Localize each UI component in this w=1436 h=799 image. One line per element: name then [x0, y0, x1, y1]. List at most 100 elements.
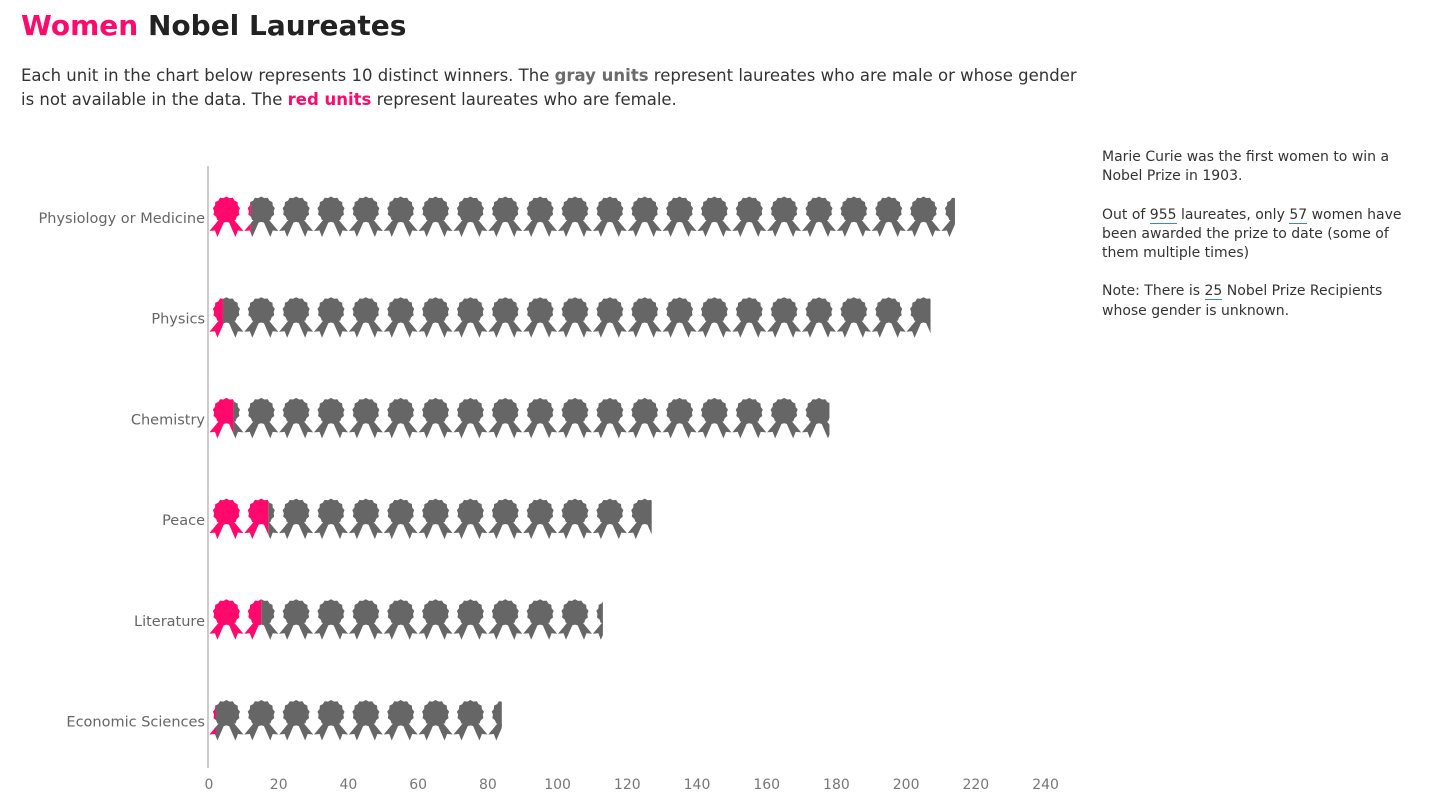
other-units	[261, 599, 603, 640]
award-ribbon-icon	[732, 397, 767, 439]
x-axis: 0 20 40 60 80 100 120 140 160 180 200 220 240	[205, 777, 1059, 793]
award-ribbon-icon	[418, 599, 453, 640]
title-accent: Women	[21, 9, 139, 42]
award-ribbon-icon	[453, 397, 488, 439]
award-ribbon-icon	[662, 196, 697, 237]
award-ribbon-icon	[592, 397, 627, 439]
award-ribbon-icon	[557, 498, 592, 540]
chart-row: Peace	[162, 498, 652, 540]
award-ribbon-icon	[488, 700, 522, 741]
total-laureates-value[interactable]: 955	[1149, 206, 1177, 224]
award-ribbon-icon	[383, 397, 418, 439]
award-ribbon-icon	[453, 498, 488, 540]
note-totals: Out of 955 laureates, only 57 women have…	[1102, 206, 1422, 264]
award-ribbon-icon	[697, 196, 732, 237]
chart-row: Chemistry	[131, 397, 830, 439]
award-ribbon-icon	[592, 599, 603, 640]
award-ribbon-icon	[767, 397, 802, 439]
award-ribbon-icon	[383, 297, 418, 338]
note-unknown-gender: Note: There is 25 Nobel Prize Recipients…	[1102, 282, 1422, 321]
award-ribbon-icon	[523, 297, 558, 338]
award-ribbon-icon	[801, 397, 830, 439]
award-ribbon-icon	[313, 196, 348, 237]
award-ribbon-icon	[209, 498, 244, 540]
chart-row: Literature	[134, 599, 627, 640]
award-ribbon-icon	[906, 297, 931, 338]
unknown-gender-value[interactable]: 25	[1204, 283, 1223, 301]
award-ribbon-icon	[279, 599, 314, 640]
award-ribbon-icon	[801, 196, 836, 237]
award-ribbon-icon	[279, 196, 314, 237]
award-ribbon-icon	[871, 297, 906, 338]
other-units	[268, 498, 652, 540]
award-ribbon-icon	[523, 599, 558, 640]
award-ribbon-icon	[215, 700, 244, 741]
award-ribbon-icon	[523, 498, 558, 540]
category-label: Physiology or Medicine	[39, 211, 206, 227]
other-units	[233, 397, 830, 439]
award-ribbon-icon	[348, 700, 383, 741]
award-ribbon-icon	[592, 498, 627, 540]
award-ribbon-icon	[244, 498, 269, 540]
award-ribbon-icon	[871, 196, 906, 237]
intro-text-3: represent laureates who are female.	[371, 90, 677, 109]
x-tick-label: 20	[270, 777, 288, 793]
award-ribbon-icon	[279, 700, 314, 741]
award-ribbon-icon	[418, 297, 453, 338]
note-unknown-text-1: Note: There is	[1102, 283, 1205, 300]
award-ribbon-icon	[453, 297, 488, 338]
award-ribbon-icon	[488, 196, 523, 237]
award-ribbon-icon	[627, 196, 662, 237]
award-ribbon-icon	[627, 498, 652, 540]
category-label: Literature	[134, 614, 205, 630]
x-tick-label: 140	[684, 777, 711, 793]
award-ribbon-icon	[313, 397, 348, 439]
x-tick-label: 240	[1032, 777, 1059, 793]
chart-rows: Physiology or Medicine Physics Chemistry Pe…	[39, 196, 955, 741]
award-ribbon-icon	[732, 196, 767, 237]
award-ribbon-icon	[453, 599, 488, 640]
award-ribbon-icon	[244, 297, 279, 338]
award-ribbon-icon	[313, 599, 348, 640]
award-ribbon-icon	[383, 196, 418, 237]
women-laureates-value[interactable]: 57	[1289, 206, 1308, 224]
award-ribbon-icon	[418, 498, 453, 540]
award-ribbon-icon	[418, 700, 453, 741]
award-ribbon-icon	[279, 297, 314, 338]
intro-text-1: Each unit in the chart below represents …	[21, 66, 555, 85]
award-ribbon-icon	[383, 498, 418, 540]
award-ribbon-icon	[488, 498, 523, 540]
chart-description: Each unit in the chart below represents …	[21, 64, 1091, 112]
award-ribbon-icon	[348, 498, 383, 540]
other-units	[250, 196, 955, 237]
award-ribbon-icon	[488, 297, 523, 338]
award-ribbon-icon	[209, 397, 234, 439]
side-notes: Marie Curie was the first women to win a…	[1102, 148, 1422, 340]
award-ribbon-icon	[593, 599, 627, 640]
chart-row: Physics	[151, 297, 931, 338]
other-units	[222, 297, 931, 338]
note-unknown-text-2: Nobel Prize Recipients whose gender is u…	[1102, 283, 1383, 319]
x-tick-label: 120	[614, 777, 641, 793]
award-ribbon-icon	[941, 196, 955, 237]
award-ribbon-icon	[418, 397, 453, 439]
note-totals-text-2: laureates, only	[1176, 206, 1290, 223]
note-totals-text-3: women have been awarded the prize to dat…	[1102, 206, 1402, 262]
award-ribbon-icon	[592, 297, 627, 338]
award-ribbon-icon	[627, 297, 662, 338]
award-ribbon-icon	[348, 196, 383, 237]
award-ribbon-icon	[488, 599, 523, 640]
unit-chart: Physiology or Medicine Physics Chemistry Pe…	[39, 166, 1059, 793]
award-ribbon-icon	[662, 397, 697, 439]
award-ribbon-icon	[222, 297, 244, 338]
award-ribbon-icon	[767, 297, 802, 338]
award-ribbon-icon	[662, 297, 697, 338]
award-ribbon-icon	[592, 196, 627, 237]
award-ribbon-icon	[488, 397, 523, 439]
intro-text-2: represent laureates who are male or whos…	[21, 66, 1077, 109]
award-ribbon-icon	[453, 700, 488, 741]
award-ribbon-icon	[250, 196, 279, 237]
page-title: Women Nobel Laureates	[21, 6, 406, 46]
x-tick-label: 80	[479, 777, 497, 793]
award-ribbon-icon	[348, 397, 383, 439]
